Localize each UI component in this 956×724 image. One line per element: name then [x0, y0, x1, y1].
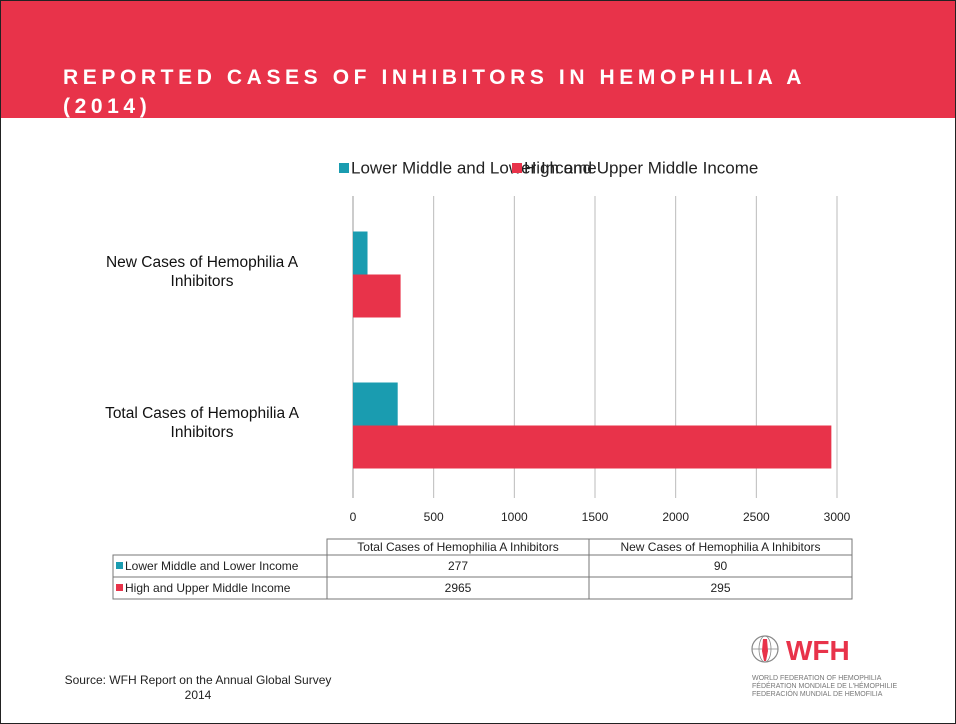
category-label: Total Cases of Hemophilia A Inhibitors	[105, 404, 299, 441]
bar	[353, 274, 401, 318]
logo-line: FEDERACIÓN MUNDIAL DE HEMOFILIA	[752, 691, 883, 698]
table-value: 2965	[445, 581, 472, 595]
table-value: 277	[448, 559, 468, 573]
table-value: 295	[710, 581, 730, 595]
table-swatch	[116, 584, 123, 591]
x-tick-label: 2000	[662, 510, 689, 524]
logo-line: FÉDÉRATION MONDIALE DE L'HÉMOPHILIE	[752, 683, 898, 690]
legend-swatch	[339, 163, 349, 173]
x-tick-label: 2500	[743, 510, 770, 524]
table-swatch	[116, 562, 123, 569]
x-tick-label: 0	[350, 510, 357, 524]
category-label: New Cases of Hemophilia A Inhibitors	[105, 253, 299, 290]
legend-label: High and Upper Middle Income	[524, 158, 758, 177]
table-header: Total Cases of Hemophilia A Inhibitors	[357, 540, 558, 554]
legend-swatch	[512, 163, 522, 173]
table-header: New Cases of Hemophilia A Inhibitors	[620, 540, 820, 554]
source: Source: WFH Report on the Annual Global …	[64, 673, 332, 702]
logo-line: WORLD FEDERATION OF HEMOPHILIA	[752, 675, 882, 682]
table-row-label: High and Upper Middle Income	[125, 581, 291, 595]
x-tick-label: 3000	[824, 510, 851, 524]
bar	[353, 382, 398, 426]
x-tick-label: 1500	[582, 510, 609, 524]
logo-icon	[751, 635, 779, 663]
bar	[353, 231, 368, 275]
bar	[353, 425, 832, 469]
table-value: 90	[714, 559, 728, 573]
x-tick-label: 500	[424, 510, 444, 524]
title: REPORTED CASES OF INHIBITORS IN HEMOPHIL…	[63, 66, 806, 118]
x-tick-label: 1000	[501, 510, 528, 524]
header-band	[1, 1, 955, 118]
legend-label: Lower Middle and Lower Income	[351, 158, 597, 177]
table-row-label: Lower Middle and Lower Income	[125, 559, 299, 573]
logo-name: WFH	[786, 635, 850, 666]
